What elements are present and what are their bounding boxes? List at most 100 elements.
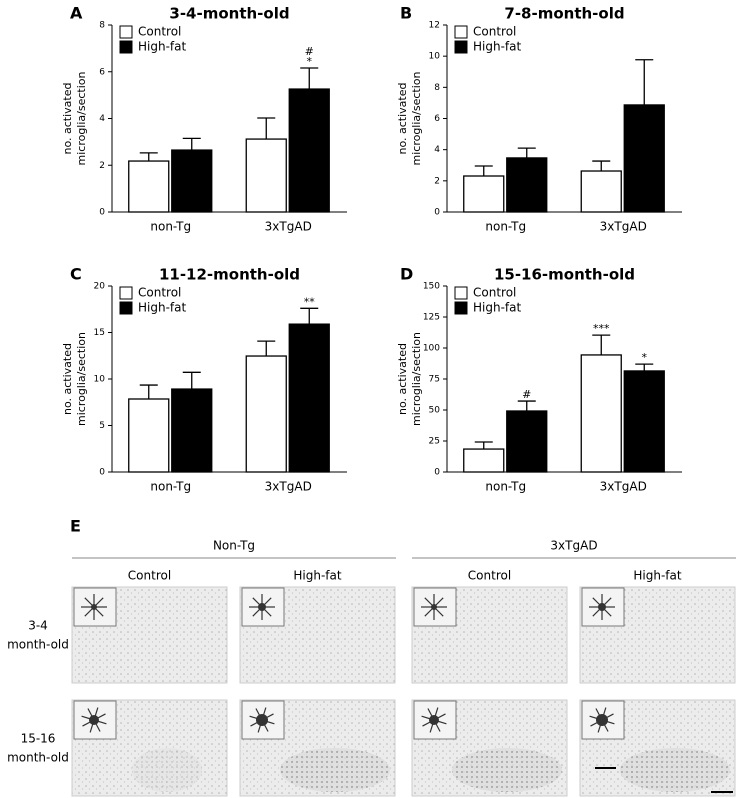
- inset-cell: [91, 604, 97, 610]
- y-axis-label: no. activated: [61, 343, 74, 415]
- inset-cell: [429, 715, 439, 725]
- legend-swatch: [119, 40, 133, 54]
- y-axis-label: no. activated: [396, 343, 409, 415]
- bar: [128, 160, 170, 213]
- legend-label: High-fat: [473, 40, 521, 54]
- legend-swatch: [119, 25, 133, 39]
- column-label: Control: [468, 569, 511, 583]
- row-label: 3-4: [28, 619, 48, 633]
- chart-title: 3-4-month-old: [169, 5, 289, 23]
- y-tick-label: 2: [434, 176, 440, 186]
- legend-swatch: [454, 40, 468, 54]
- panel-label: A: [70, 4, 83, 23]
- y-tick-label: 6: [99, 67, 105, 77]
- y-tick-label: 6: [434, 114, 440, 124]
- x-tick-label: 3xTgAD: [600, 220, 647, 234]
- significance-label: #: [522, 388, 531, 401]
- micrograph-region: [280, 748, 390, 792]
- legend-label: High-fat: [138, 40, 186, 54]
- legend-label: High-fat: [473, 301, 521, 315]
- bar: [463, 175, 505, 213]
- panel-label: C: [70, 265, 82, 284]
- row-label: 15-16: [21, 732, 56, 746]
- column-label: High-fat: [293, 569, 341, 583]
- y-axis-label: microglia/section: [75, 332, 88, 426]
- significance-label: *: [307, 55, 313, 68]
- micrograph-region: [620, 748, 730, 792]
- y-tick-label: 25: [429, 437, 440, 447]
- bar: [623, 370, 665, 473]
- micrograph: [411, 586, 568, 684]
- group-label: Non-Tg: [213, 539, 255, 553]
- x-tick-label: non-Tg: [485, 480, 526, 494]
- panel-label: D: [400, 265, 413, 284]
- y-tick-label: 0: [99, 208, 105, 218]
- y-tick-label: 0: [434, 468, 440, 478]
- legend-swatch: [454, 301, 468, 315]
- bar: [463, 448, 505, 473]
- y-tick-label: 150: [423, 282, 440, 292]
- column-label: Control: [128, 569, 171, 583]
- y-tick-label: 125: [423, 313, 440, 323]
- bar: [245, 138, 287, 213]
- micrograph-region: [132, 748, 202, 792]
- y-axis-label: microglia/section: [75, 71, 88, 165]
- legend-label: Control: [138, 286, 181, 300]
- y-tick-label: 10: [94, 375, 106, 385]
- y-tick-label: 100: [423, 344, 440, 354]
- legend-label: Control: [138, 25, 181, 39]
- y-tick-label: 75: [429, 375, 440, 385]
- bar: [506, 157, 548, 213]
- y-tick-label: 15: [94, 328, 105, 338]
- bar: [288, 88, 330, 213]
- chart-title: 7-8-month-old: [504, 5, 624, 23]
- significance-label: ***: [593, 322, 610, 335]
- inset-cell: [258, 603, 266, 611]
- bar: [506, 410, 548, 473]
- chart-title: 11-12-month-old: [159, 266, 300, 284]
- significance-label: **: [304, 295, 316, 308]
- x-tick-label: 3xTgAD: [600, 480, 647, 494]
- group-label: 3xTgAD: [550, 539, 597, 553]
- y-axis-label: microglia/section: [410, 71, 423, 165]
- inset-cell: [431, 604, 437, 610]
- x-tick-label: 3xTgAD: [265, 220, 312, 234]
- bar: [245, 355, 287, 473]
- y-tick-label: 4: [99, 114, 105, 124]
- y-tick-label: 2: [99, 161, 105, 171]
- y-tick-label: 10: [429, 52, 441, 62]
- significance-label: *: [642, 351, 648, 364]
- y-tick-label: 8: [434, 83, 440, 93]
- inset: [73, 700, 117, 740]
- y-tick-label: 0: [434, 208, 440, 218]
- y-tick-label: 8: [99, 21, 105, 31]
- x-tick-label: 3xTgAD: [265, 480, 312, 494]
- y-tick-label: 20: [94, 282, 106, 292]
- legend-label: Control: [473, 25, 516, 39]
- y-axis-label: no. activated: [61, 83, 74, 155]
- y-tick-label: 12: [429, 21, 440, 31]
- inset-cell: [89, 715, 99, 725]
- y-axis-label: no. activated: [396, 83, 409, 155]
- legend-swatch: [119, 301, 133, 315]
- legend-swatch: [454, 286, 468, 300]
- panel-label: B: [400, 4, 412, 23]
- column-label: High-fat: [633, 569, 681, 583]
- inset-cell: [598, 603, 606, 611]
- legend-label: Control: [473, 286, 516, 300]
- inset: [241, 700, 285, 740]
- inset-cell: [596, 714, 608, 726]
- legend-label: High-fat: [138, 301, 186, 315]
- bar: [171, 149, 213, 213]
- inset: [581, 700, 625, 740]
- x-tick-label: non-Tg: [150, 220, 191, 234]
- bar: [623, 104, 665, 213]
- x-tick-label: non-Tg: [485, 220, 526, 234]
- bar: [580, 170, 622, 213]
- y-tick-label: 50: [429, 406, 441, 416]
- y-axis-label: microglia/section: [410, 332, 423, 426]
- x-tick-label: non-Tg: [150, 480, 191, 494]
- bar: [288, 323, 330, 473]
- y-tick-label: 0: [99, 468, 105, 478]
- row-label: month-old: [7, 751, 69, 765]
